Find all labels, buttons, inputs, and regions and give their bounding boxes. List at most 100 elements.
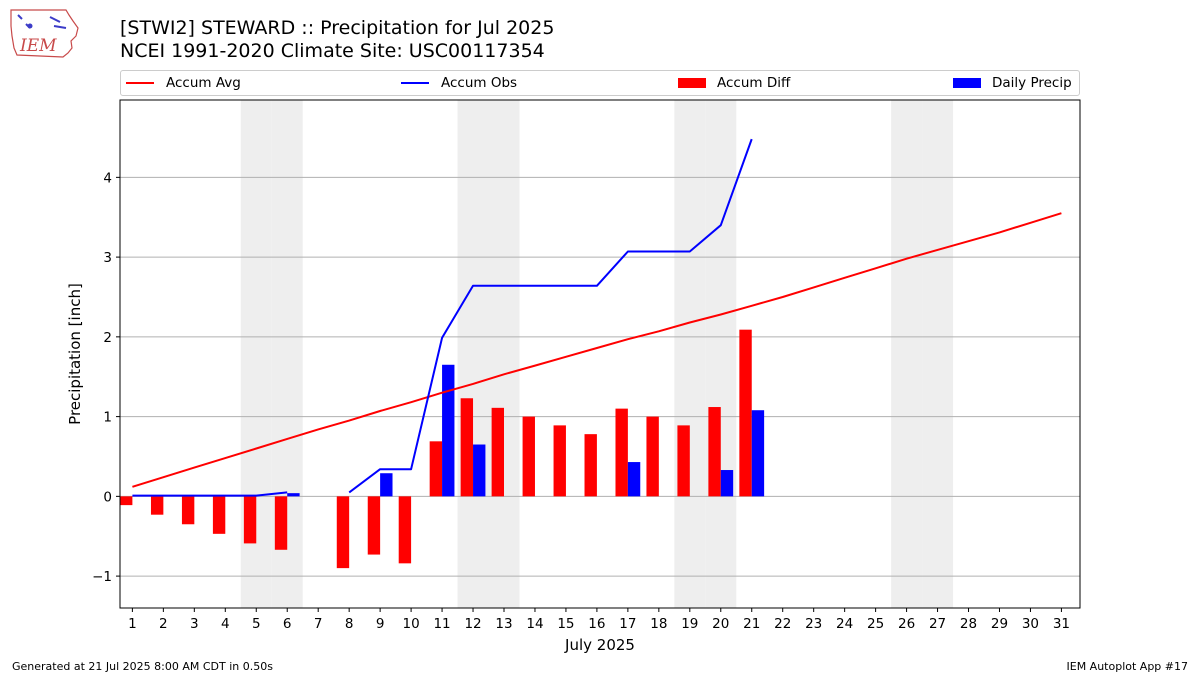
line-accum-obs bbox=[132, 138, 753, 497]
legend-item-accum-diff: Accum Diff bbox=[678, 71, 790, 95]
bar-daily-precip bbox=[720, 470, 734, 497]
x-tick-label: 27 bbox=[929, 616, 946, 632]
x-tick-label: 13 bbox=[495, 616, 512, 632]
x-tick-label: 25 bbox=[867, 616, 884, 632]
x-tick-label: 19 bbox=[681, 616, 698, 632]
weekend-band bbox=[891, 100, 923, 608]
y-gridlines bbox=[120, 176, 1080, 577]
weekend-band bbox=[271, 100, 303, 608]
x-tick-label: 6 bbox=[283, 616, 292, 632]
y-tick-label: 3 bbox=[103, 250, 112, 266]
logo-text: IEM bbox=[19, 36, 57, 56]
chart-subtitle: NCEI 1991-2020 Climate Site: USC00117354 bbox=[120, 40, 545, 62]
weekend-band bbox=[457, 100, 489, 608]
bar-accum-diff bbox=[398, 496, 412, 564]
legend-item-accum-avg: Accum Avg bbox=[126, 71, 241, 95]
bar-accum-diff bbox=[150, 496, 164, 515]
bars bbox=[120, 329, 765, 569]
bar-accum-diff bbox=[212, 496, 226, 534]
bar-accum-diff bbox=[584, 434, 597, 497]
bar-accum-diff bbox=[460, 398, 474, 497]
footer-app: IEM Autoplot App #17 bbox=[1066, 660, 1189, 673]
x-tick-label: 16 bbox=[588, 616, 605, 632]
bar-accum-diff bbox=[120, 496, 133, 506]
bar-accum-diff bbox=[491, 407, 504, 497]
bar-accum-diff bbox=[553, 425, 566, 497]
y-axis-label: Precipitation [inch] bbox=[66, 283, 84, 425]
bar-accum-diff bbox=[708, 407, 721, 497]
legend-swatch bbox=[401, 82, 429, 84]
iowa-outline-icon bbox=[10, 9, 79, 58]
bar-daily-precip bbox=[380, 473, 393, 497]
bar-accum-diff bbox=[243, 496, 257, 544]
bar-accum-diff bbox=[336, 496, 350, 569]
x-tick-label: 23 bbox=[805, 616, 822, 632]
y-tick-label: 0 bbox=[103, 489, 112, 505]
x-tick-label: 5 bbox=[252, 616, 261, 632]
x-tick-label: 21 bbox=[743, 616, 760, 632]
x-tick-label: 3 bbox=[190, 616, 199, 632]
weekend-band bbox=[240, 100, 272, 608]
legend-label: Accum Obs bbox=[441, 75, 518, 91]
x-tick-label: 30 bbox=[1022, 616, 1039, 632]
x-tick-label: 29 bbox=[991, 616, 1008, 632]
x-tick-label: 24 bbox=[836, 616, 853, 632]
bar-accum-diff bbox=[429, 441, 443, 497]
x-tick-label: 14 bbox=[526, 616, 543, 632]
y-tick-label: −1 bbox=[92, 569, 112, 585]
legend-label: Daily Precip bbox=[992, 75, 1072, 91]
chart-title: [STWI2] STEWARD :: Precipitation for Jul… bbox=[120, 17, 555, 39]
legend-swatch bbox=[126, 82, 154, 84]
lines bbox=[132, 138, 1062, 497]
bar-daily-precip bbox=[751, 410, 765, 497]
x-tick-label: 7 bbox=[314, 616, 323, 632]
bar-accum-diff bbox=[615, 408, 628, 497]
footer-generated: Generated at 21 Jul 2025 8:00 AM CDT in … bbox=[12, 660, 273, 673]
bar-daily-precip bbox=[473, 444, 486, 497]
y-tick-label: 1 bbox=[103, 410, 112, 426]
bar-accum-diff bbox=[646, 416, 659, 497]
plot-frame bbox=[119, 99, 1081, 609]
legend-item-accum-obs: Accum Obs bbox=[401, 71, 517, 95]
x-tick-label: 12 bbox=[464, 616, 481, 632]
x-tick-label: 8 bbox=[345, 616, 354, 632]
x-tick-label: 1 bbox=[128, 616, 137, 632]
x-tick-label: 22 bbox=[774, 616, 791, 632]
weekend-band bbox=[922, 100, 954, 608]
bar-daily-precip bbox=[287, 493, 300, 497]
x-axis-label: July 2025 bbox=[564, 636, 635, 654]
x-tick-label: 17 bbox=[619, 616, 636, 632]
x-tick-label: 18 bbox=[650, 616, 667, 632]
bar-accum-diff bbox=[739, 329, 752, 497]
x-tick-label: 11 bbox=[433, 616, 450, 632]
legend-label: Accum Diff bbox=[717, 75, 791, 91]
legend-label: Accum Avg bbox=[166, 75, 241, 91]
line-accum-avg bbox=[132, 212, 1062, 488]
x-tick-label: 15 bbox=[557, 616, 574, 632]
x-tick-label: 31 bbox=[1053, 616, 1070, 632]
weekend-band bbox=[488, 100, 520, 608]
x-tick-label: 10 bbox=[403, 616, 420, 632]
bar-accum-diff bbox=[522, 416, 535, 497]
x-tick-label: 4 bbox=[221, 616, 230, 632]
legend-swatch bbox=[678, 78, 706, 88]
bar-accum-diff bbox=[181, 496, 195, 525]
legend-swatch bbox=[953, 78, 981, 88]
x-tick-label: 9 bbox=[376, 616, 385, 632]
legend-item-daily-precip: Daily Precip bbox=[953, 71, 1072, 95]
bar-accum-diff bbox=[274, 496, 288, 550]
weekend-band bbox=[705, 100, 737, 608]
bar-daily-precip bbox=[627, 462, 641, 497]
x-tick-label: 2 bbox=[159, 616, 168, 632]
x-tick-label: 26 bbox=[898, 616, 915, 632]
weekend-shading bbox=[240, 100, 954, 608]
bar-daily-precip bbox=[442, 364, 455, 497]
bar-accum-diff bbox=[367, 496, 381, 555]
bar-accum-diff bbox=[677, 425, 690, 497]
weekend-band bbox=[674, 100, 706, 608]
chart-legend: Accum Avg Accum Obs Accum Diff Daily Pre… bbox=[120, 70, 1080, 96]
x-tick-label: 20 bbox=[712, 616, 729, 632]
x-tick-label: 28 bbox=[960, 616, 977, 632]
